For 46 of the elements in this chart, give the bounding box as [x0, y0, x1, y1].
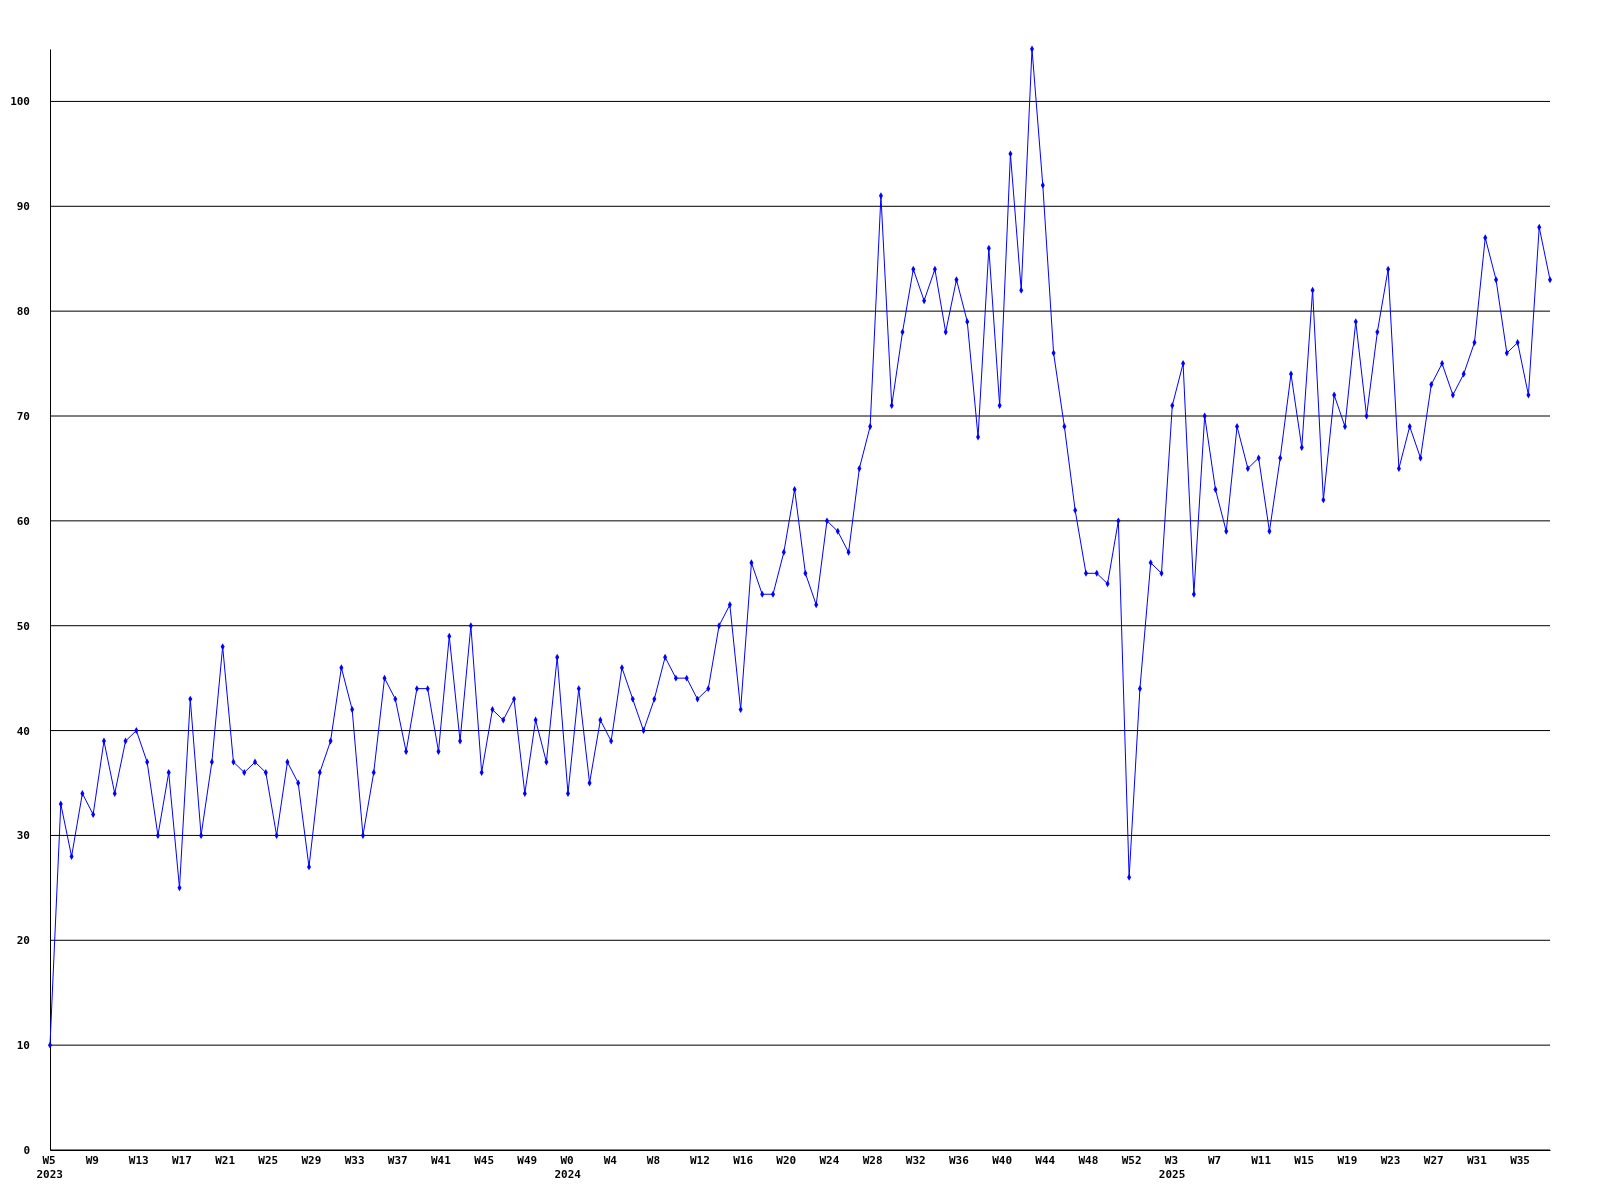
- x-tick-label: W35: [1510, 1153, 1530, 1167]
- y-tick-label: 40: [16, 724, 30, 738]
- x-tick-label: W31: [1466, 1153, 1488, 1167]
- x-tick-label: W48: [1078, 1153, 1099, 1167]
- x-tick-label: W19: [1337, 1153, 1358, 1167]
- y-tick-label: 100: [10, 95, 30, 109]
- x-tick-label: W11: [1251, 1153, 1272, 1167]
- x-tick-label: W5 2023: [36, 1153, 63, 1182]
- x-tick-label: W41: [430, 1153, 452, 1167]
- x-tick-label: W36: [948, 1153, 970, 1167]
- x-tick-label: W15: [1294, 1153, 1315, 1167]
- x-tick-label: W0 2024: [554, 1153, 582, 1182]
- x-tick-label: W16: [733, 1153, 754, 1167]
- x-tick-label: W4: [603, 1153, 618, 1167]
- x-tick-label: W49: [517, 1153, 538, 1167]
- x-tick-label: W23: [1380, 1153, 1401, 1167]
- x-tick-label: W21: [215, 1153, 236, 1167]
- x-tick-label: W52: [1121, 1153, 1142, 1167]
- y-tick-label: 20: [16, 934, 30, 948]
- x-tick-label: W40: [992, 1153, 1013, 1167]
- x-tick-label: W7: [1207, 1153, 1222, 1167]
- x-tick-label: W28: [862, 1153, 883, 1167]
- y-tick-label: 0: [23, 1144, 30, 1158]
- x-tick-label: W9: [85, 1153, 99, 1167]
- x-tick-label: W17: [172, 1153, 192, 1167]
- x-tick-label: W8: [646, 1153, 661, 1167]
- x-tick-label: W33: [344, 1153, 365, 1167]
- x-tick-label: W27: [1423, 1153, 1444, 1167]
- x-tick-label: W44: [1035, 1153, 1056, 1167]
- y-tick-label: 80: [16, 305, 30, 319]
- y-tick-label: 70: [16, 410, 30, 424]
- y-tick-label: 50: [16, 619, 30, 633]
- y-tick-label: 30: [16, 829, 30, 843]
- x-tick-label: W32: [905, 1153, 926, 1167]
- x-tick-label: W20: [776, 1153, 797, 1167]
- x-tick-label: W29: [301, 1153, 322, 1167]
- x-tick-label: W24: [819, 1153, 840, 1167]
- x-tick-label: W45: [474, 1153, 495, 1167]
- y-tick-label: 90: [16, 200, 30, 214]
- x-tick-label: W3 2025: [1158, 1153, 1186, 1182]
- x-tick-label: W37: [387, 1153, 408, 1167]
- x-tick-label: W12: [689, 1153, 710, 1167]
- y-tick-label: 10: [16, 1039, 30, 1053]
- y-tick-label: 60: [16, 514, 30, 528]
- x-tick-label: W25: [258, 1153, 279, 1167]
- x-tick-label: W13: [128, 1153, 149, 1167]
